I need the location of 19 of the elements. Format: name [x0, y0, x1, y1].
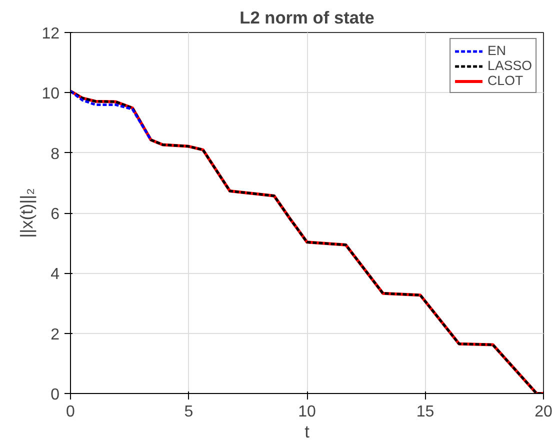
x-tick-label: 10	[298, 404, 316, 420]
y-axis-title: ||x(t)||₂	[16, 188, 37, 238]
x-tick-label: 0	[66, 404, 76, 420]
x-axis-title: t	[304, 422, 310, 442]
y-tick-label: 10	[42, 86, 60, 103]
y-tick-label: 6	[50, 206, 60, 223]
legend-label: EN	[488, 43, 508, 58]
y-tick-label: 2	[50, 326, 60, 344]
y-tick-label: 12	[42, 26, 60, 42]
x-tick-label: 15	[416, 404, 434, 420]
legend-label: CLOT	[488, 73, 524, 88]
x-tick-label: 20	[534, 404, 552, 420]
y-tick-label: 0	[50, 386, 60, 404]
chart-title: L2 norm of state	[240, 8, 375, 28]
legend-label: LASSO	[488, 58, 532, 73]
y-tick-label: 4	[50, 266, 60, 284]
line-series	[70, 90, 152, 142]
y-tick-label: 8	[50, 146, 60, 163]
x-tick-label: 5	[184, 404, 194, 420]
